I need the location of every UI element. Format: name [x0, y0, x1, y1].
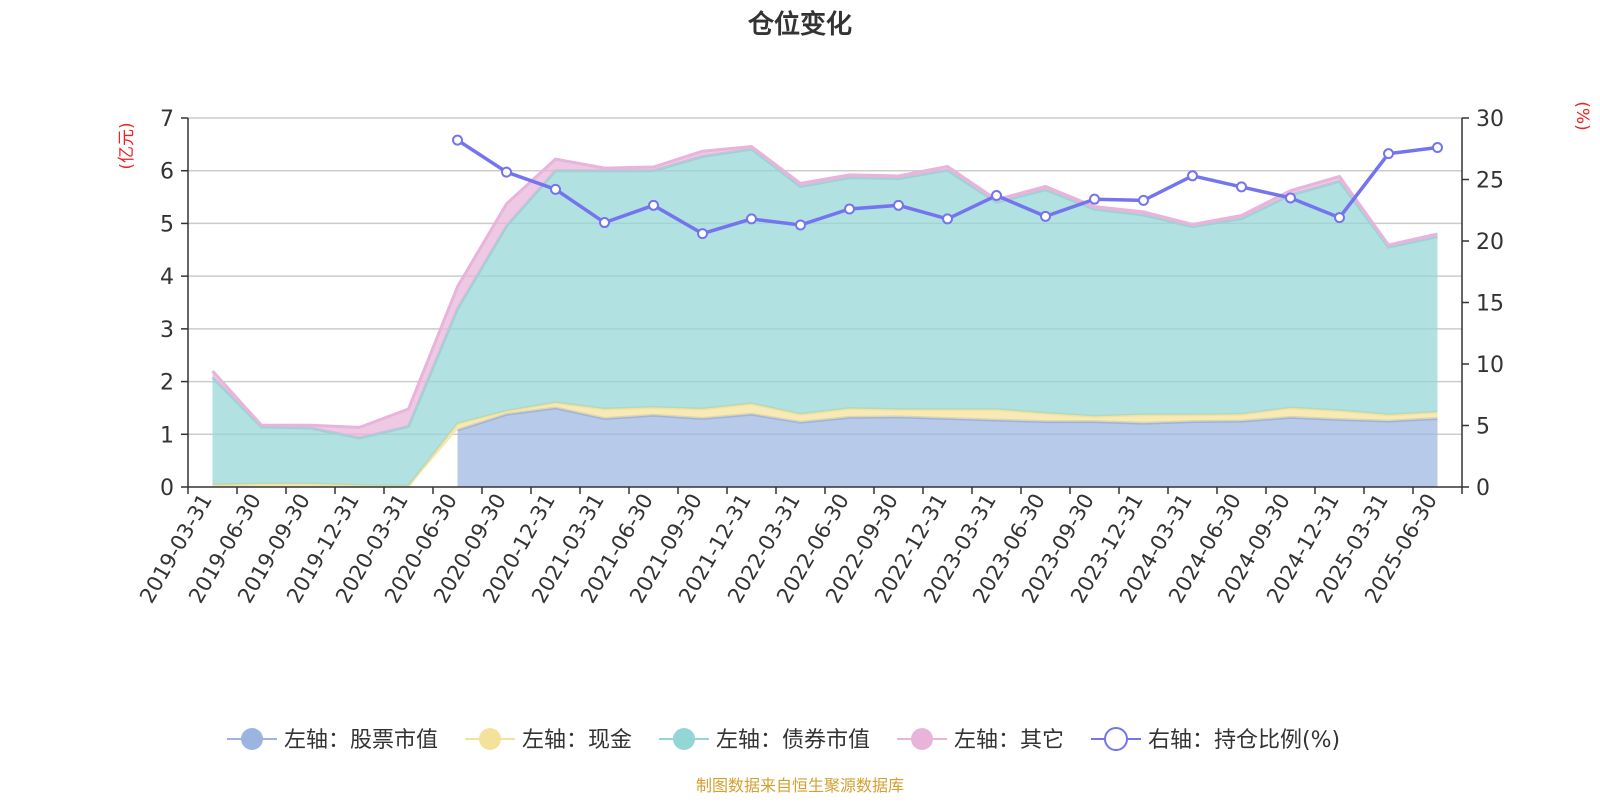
ratio-point	[648, 199, 659, 211]
ratio-point	[1040, 210, 1051, 222]
ratio-point	[1334, 212, 1345, 224]
source-note: 制图数据来自恒生聚源数据库	[696, 776, 904, 795]
ratio-point	[1236, 181, 1247, 193]
legend[interactable]: 左轴：股票市值 左轴：现金 左轴：债券市值 左轴：其它 右轴：持仓比例(%)	[227, 727, 1340, 753]
legend-circle-icon	[479, 728, 501, 750]
ratio-point	[1432, 142, 1443, 154]
holding-ratio-line	[452, 134, 1443, 240]
right-tick-label: 0	[1476, 476, 1490, 501]
legend-circle-icon	[241, 728, 263, 750]
left-tick-label: 4	[160, 265, 174, 290]
ratio-point	[1089, 193, 1100, 205]
chart-title: 仓位变化	[747, 9, 852, 40]
legend-circle-icon	[911, 728, 933, 750]
ratio-point	[452, 134, 463, 146]
legend-circle-icon	[673, 728, 695, 750]
ratio-point	[844, 203, 855, 215]
ratio-point	[942, 213, 953, 225]
area-左轴：现金	[212, 402, 1438, 487]
right-tick-label: 25	[1476, 169, 1504, 194]
right-axis-unit: (%)	[1572, 101, 1592, 130]
ratio-point	[991, 189, 1002, 201]
left-axis-unit: (亿元)	[117, 122, 137, 169]
legend-item[interactable]: 右轴：持仓比例(%)	[1091, 727, 1340, 753]
ratio-point	[697, 228, 708, 240]
left-tick-label: 5	[160, 212, 174, 237]
ratio-point	[746, 213, 757, 225]
ratio-point	[893, 199, 904, 211]
legend-label: 左轴：现金	[522, 728, 632, 753]
right-tick-label: 20	[1476, 230, 1504, 255]
area-左轴：股票市值	[457, 407, 1438, 487]
ratio-point	[1187, 170, 1198, 182]
right-tick-label: 15	[1476, 292, 1504, 317]
legend-label: 左轴：债券市值	[716, 728, 870, 753]
ratio-point	[501, 166, 512, 178]
stacked-areas	[211, 144, 1438, 488]
left-tick-label: 1	[160, 423, 174, 448]
legend-label: 左轴：其它	[954, 728, 1064, 753]
legend-item[interactable]: 左轴：其它	[897, 728, 1064, 753]
ratio-point	[599, 217, 610, 229]
left-tick-label: 3	[160, 318, 174, 343]
legend-label: 左轴：股票市值	[284, 728, 438, 753]
area-左轴：其它	[212, 146, 1438, 438]
right-tick-label: 10	[1476, 353, 1504, 378]
left-tick-label: 0	[160, 476, 174, 501]
ratio-point	[1285, 192, 1296, 204]
left-tick-label: 7	[160, 107, 174, 132]
area-左轴：债券市值	[212, 149, 1438, 486]
legend-hollow-circle-icon	[1104, 727, 1128, 751]
left-tick-label: 2	[160, 371, 174, 396]
ratio-point	[1138, 194, 1149, 206]
legend-item[interactable]: 左轴：现金	[465, 728, 632, 753]
ratio-point	[795, 219, 806, 231]
legend-item[interactable]: 左轴：股票市值	[227, 728, 438, 753]
ratio-point	[1383, 148, 1394, 160]
right-tick-label: 5	[1476, 415, 1490, 440]
legend-item[interactable]: 左轴：债券市值	[659, 728, 870, 753]
legend-label: 右轴：持仓比例(%)	[1148, 728, 1340, 753]
left-tick-label: 6	[160, 160, 174, 185]
area-edge-左轴：其它	[211, 144, 1438, 429]
ratio-point	[550, 183, 561, 195]
right-tick-label: 30	[1476, 107, 1504, 132]
